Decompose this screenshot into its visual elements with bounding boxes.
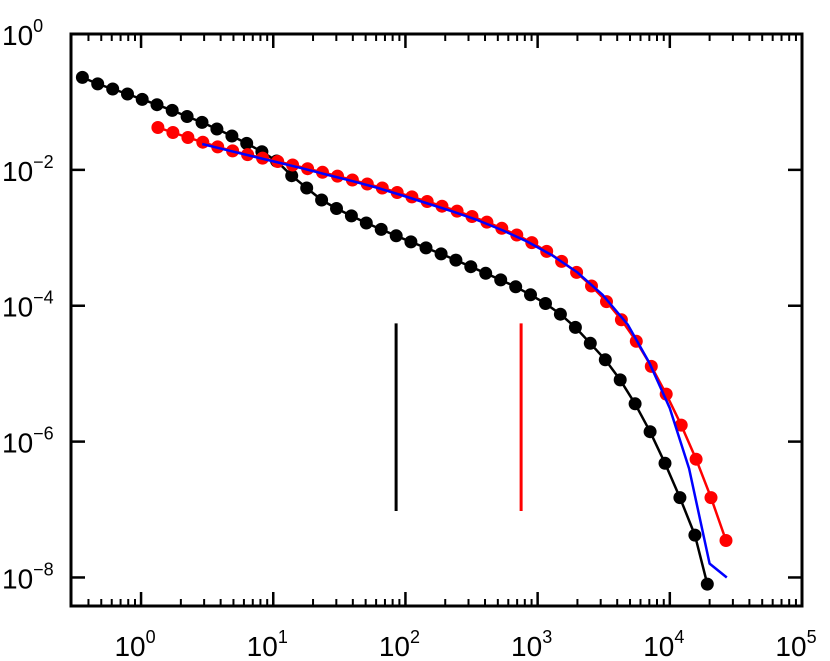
series-0-point [330, 202, 343, 215]
series-0-point [240, 136, 254, 150]
series-1-line [157, 126, 728, 541]
series-0-point [210, 122, 224, 136]
series-1-point [704, 491, 718, 505]
series-1-point [674, 418, 688, 432]
series-0-point [643, 425, 657, 439]
series-0-point [344, 209, 358, 223]
series-0-point [539, 297, 552, 310]
series-0-point [150, 98, 164, 112]
series-0-point [315, 193, 329, 207]
series-0-point [180, 110, 194, 123]
series-0-point [419, 241, 433, 255]
series-1-point [151, 121, 165, 134]
series-0-point [494, 273, 508, 287]
series-0-point [404, 235, 418, 249]
series-0-point [464, 260, 478, 274]
series-0-point [285, 169, 299, 183]
series-0-point [598, 353, 612, 367]
series-0-point [553, 307, 567, 321]
series-0-point [568, 320, 582, 334]
series-layer [75, 70, 733, 591]
x-tick-label: 105 [775, 627, 816, 661]
minor-ticks [87, 34, 797, 606]
series-1-point [196, 135, 210, 149]
series-0-point [195, 115, 209, 129]
y-tick-label: 10−2 [2, 152, 54, 187]
series-0-point [583, 336, 597, 350]
series-0-point [509, 280, 523, 294]
series-0-point [121, 87, 134, 101]
series-0-point [688, 528, 702, 542]
series-0-point [658, 456, 672, 470]
series-0-point [700, 577, 714, 591]
series-0-point [165, 103, 179, 117]
y-tick-labels: 100 10−2 10−4 10−6 10−8 [2, 16, 54, 594]
series-0-point [300, 181, 314, 195]
series-0-point [449, 253, 463, 267]
series-0-point [225, 129, 239, 143]
series-1-point [719, 534, 733, 547]
plot-frame [69, 32, 804, 608]
series-0-point [135, 92, 149, 106]
major-ticks [71, 34, 802, 606]
x-tick-labels: 100 101 102 103 104 105 [114, 627, 816, 661]
series-0-point [613, 373, 627, 387]
series-0-point [628, 397, 642, 411]
y-tick-label: 10−8 [2, 559, 54, 594]
threshold-lines [394, 323, 523, 512]
series-0-point [91, 77, 105, 91]
series-0-point [479, 266, 493, 280]
series-1-point [181, 131, 195, 144]
x-tick-label: 103 [511, 627, 552, 661]
series-0-point [75, 70, 89, 84]
series-0-point [359, 216, 373, 230]
y-tick-label: 10−6 [2, 424, 54, 459]
x-tick-label: 102 [379, 627, 420, 661]
series-0-point [374, 222, 388, 236]
y-tick-label: 10−4 [2, 288, 54, 323]
series-2-line [201, 142, 728, 579]
y-tick-label: 100 [2, 16, 43, 51]
series-0-point [524, 288, 537, 302]
series-0-point [673, 491, 687, 505]
series-1-point [614, 313, 628, 327]
x-tick-label: 101 [247, 627, 288, 661]
series-0-point [106, 82, 120, 96]
series-0-point [389, 229, 403, 243]
x-tick-label: 100 [114, 627, 155, 661]
series-0-point [434, 247, 448, 261]
series-1-point [689, 452, 703, 466]
series-1-point [166, 126, 180, 139]
x-tick-label: 104 [643, 627, 684, 661]
